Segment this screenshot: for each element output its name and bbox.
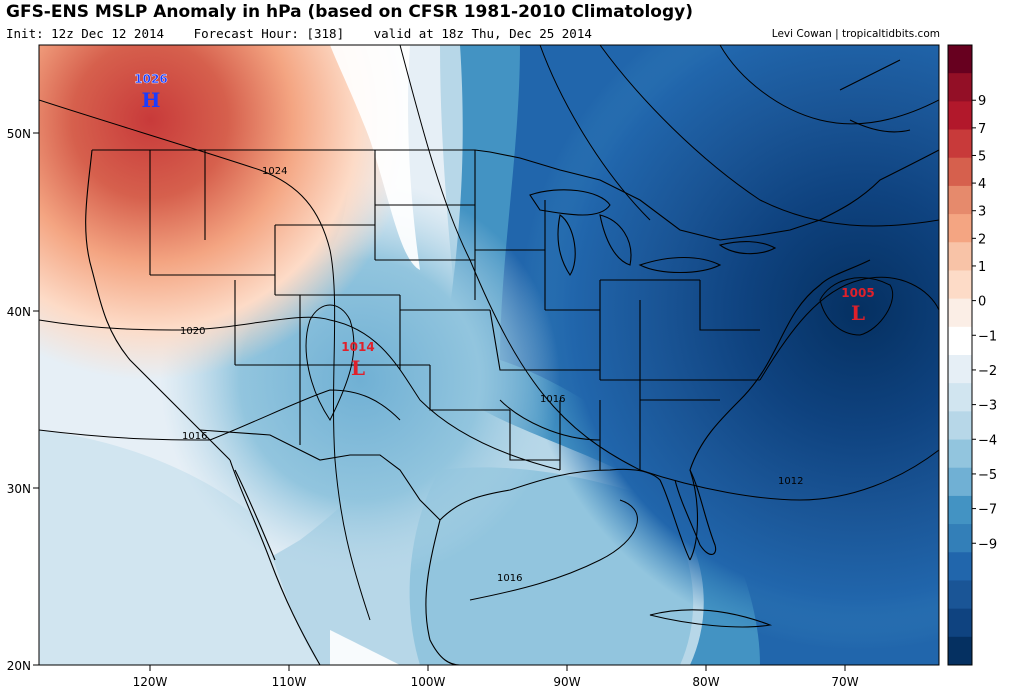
colorbar-swatch bbox=[948, 129, 972, 159]
colorbar-label: −7 bbox=[978, 503, 997, 518]
map-boundaries bbox=[85, 59, 939, 665]
lat-label: 50N bbox=[7, 127, 31, 141]
init-time: Init: 12z Dec 12 2014 bbox=[6, 26, 165, 41]
low-center-value: 1005 bbox=[841, 286, 874, 300]
latitude-labels: 50N 40N 30N 20N bbox=[7, 127, 31, 673]
colorbar-label: −4 bbox=[978, 433, 997, 448]
forecast-hour: Forecast Hour: [318] bbox=[193, 26, 345, 41]
colorbar-swatch bbox=[948, 214, 972, 243]
lat-label: 30N bbox=[7, 482, 31, 496]
colorbar-label: −1 bbox=[978, 329, 997, 344]
map-frame bbox=[38, 44, 940, 666]
colorbar-label: 9 bbox=[978, 94, 986, 109]
colorbar-swatch bbox=[948, 326, 972, 356]
isobar-label: 1012 bbox=[778, 476, 803, 487]
colorbar-swatch bbox=[948, 73, 972, 102]
lon-label: 110W bbox=[272, 675, 307, 689]
colorbar-swatch bbox=[948, 45, 972, 74]
longitude-labels: 120W 110W 100W 90W 80W 70W bbox=[133, 675, 859, 689]
colorbar-swatch bbox=[948, 636, 972, 666]
colorbar-label: −5 bbox=[978, 468, 997, 483]
colorbar-swatch bbox=[948, 524, 972, 553]
colorbar-label: 2 bbox=[978, 232, 986, 247]
isobar-label: 1020 bbox=[180, 326, 205, 337]
colorbar-label: −2 bbox=[978, 364, 997, 379]
map-subtitle: Init: 12z Dec 12 2014 Forecast Hour: [31… bbox=[6, 26, 614, 41]
high-center-value: 1026 bbox=[134, 72, 167, 86]
colorbar bbox=[947, 44, 973, 666]
colorbar-swatch bbox=[948, 157, 972, 187]
lon-label: 90W bbox=[553, 675, 580, 689]
colorbar-swatch bbox=[948, 467, 972, 497]
colorbar-label: 1 bbox=[978, 260, 986, 275]
colorbar-label: −9 bbox=[978, 537, 997, 552]
colorbar-swatch bbox=[948, 270, 972, 300]
lat-label: 20N bbox=[7, 659, 31, 673]
isobar-label: 1016 bbox=[540, 394, 565, 405]
colorbar-swatch bbox=[948, 439, 972, 469]
map-title: GFS-ENS MSLP Anomaly in hPa (based on CF… bbox=[6, 2, 693, 22]
colorbar-swatch bbox=[948, 411, 972, 441]
isobar-label: 1024 bbox=[262, 166, 287, 177]
colorbar-swatch bbox=[948, 298, 972, 328]
colorbar-label: −3 bbox=[978, 399, 997, 414]
isobar-label: 1016 bbox=[497, 573, 522, 584]
valid-time: valid at 18z Thu, Dec 25 2014 bbox=[373, 26, 592, 41]
colorbar-label: 7 bbox=[978, 122, 986, 137]
credit-text: Levi Cowan | tropicaltidbits.com bbox=[771, 28, 940, 40]
isobar-label: 1016 bbox=[182, 431, 207, 442]
colorbar-swatch bbox=[948, 580, 972, 610]
isobars bbox=[39, 45, 939, 621]
colorbar-swatch bbox=[948, 185, 972, 215]
colorbar-labels: 9 7 5 4 3 2 1 0 −1 −2 −3 −4 −5 −7 −9 bbox=[972, 94, 997, 552]
colorbar-swatch bbox=[948, 355, 972, 384]
colorbar-frame bbox=[947, 44, 973, 666]
low-center-symbol: L bbox=[851, 301, 865, 325]
colorbar-swatch bbox=[948, 383, 972, 412]
lat-label: 40N bbox=[7, 305, 31, 319]
colorbar-label: 0 bbox=[978, 295, 986, 310]
lon-label: 80W bbox=[692, 675, 719, 689]
high-center-symbol: H bbox=[142, 88, 161, 112]
colorbar-swatch bbox=[948, 608, 972, 638]
lon-label: 100W bbox=[411, 675, 446, 689]
colorbar-swatch bbox=[948, 242, 972, 271]
colorbar-label: 5 bbox=[978, 149, 986, 164]
colorbar-label: 3 bbox=[978, 205, 986, 220]
pressure-centers: 1026 H 1014 L 1005 L bbox=[134, 72, 875, 380]
isobar-labels: 1024 1020 1016 1016 1012 1016 bbox=[180, 166, 803, 584]
lon-label: 70W bbox=[831, 675, 858, 689]
colorbar-label: 4 bbox=[978, 177, 986, 192]
colorbar-swatch bbox=[948, 101, 972, 131]
colorbar-swatch bbox=[948, 552, 972, 581]
low-center-symbol: L bbox=[351, 356, 365, 380]
low-center-value: 1014 bbox=[341, 340, 374, 354]
map-shading bbox=[39, 45, 939, 665]
colorbar-swatch bbox=[948, 495, 972, 525]
axis-ticks bbox=[33, 132, 846, 671]
lon-label: 120W bbox=[133, 675, 168, 689]
